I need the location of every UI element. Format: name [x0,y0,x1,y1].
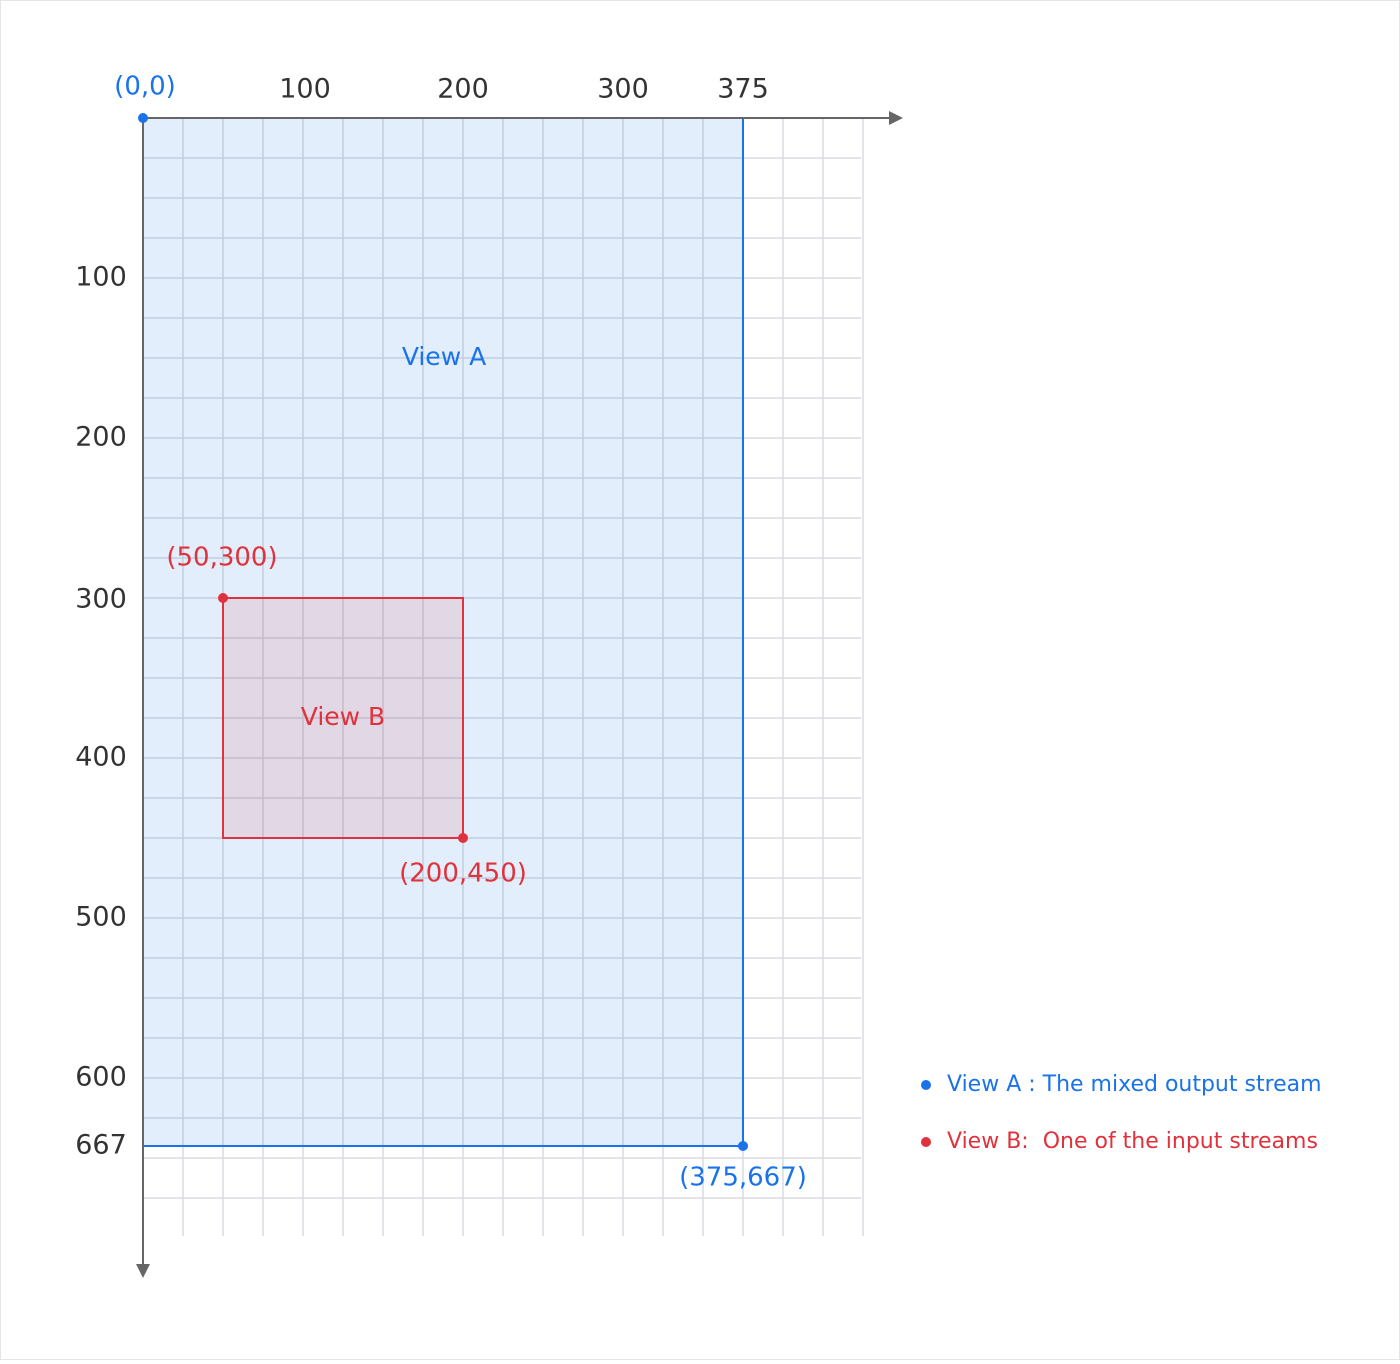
point-label: (0,0) [114,72,176,102]
legend-text: View B: One of the input streams [947,1129,1318,1154]
point [458,833,468,843]
y-tick-label: 500 [75,902,127,933]
grid [143,118,864,1236]
x-tick-label: 100 [279,74,331,105]
legend-text: View A : The mixed output stream [947,1072,1322,1097]
x-tick-label: 300 [597,74,649,105]
y-tick-label: 600 [75,1062,127,1093]
point [218,593,228,603]
x-axis-arrow [889,111,903,125]
legend-marker [921,1080,931,1090]
x-tick-label: 200 [437,74,489,105]
legend-marker [921,1137,931,1147]
view-b-rect [222,597,464,839]
point [138,113,148,123]
point-label: (200,450) [399,859,527,889]
point [738,1141,748,1151]
view-label: View B [301,702,385,731]
y-tick-label: 100 [75,262,127,293]
point-label: (50,300) [166,543,277,573]
x-tick-label: 375 [717,74,769,105]
view-label: View A [402,342,486,371]
y-tick-label: 667 [75,1130,127,1161]
y-tick-label: 300 [75,584,127,615]
y-tick-label: 400 [75,742,127,773]
view-a-rect [142,117,744,1147]
point-label: (375,667) [679,1163,807,1193]
y-tick-label: 200 [75,422,127,453]
y-axis-arrow [136,1264,150,1278]
